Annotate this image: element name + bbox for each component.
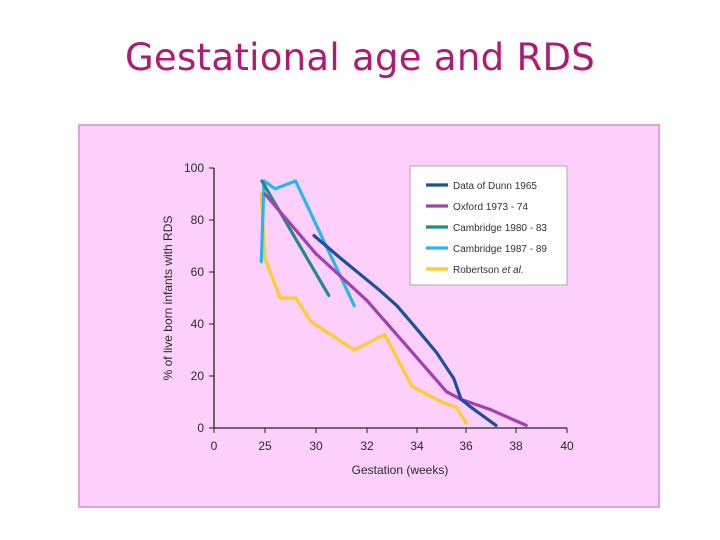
chart-legend: Data of Dunn 1965 Oxford 1973 - 74 Cambrid… bbox=[409, 165, 568, 286]
y-tick-label: 0 bbox=[197, 421, 204, 435]
y-axis-label: % of live born infants with RDS bbox=[161, 216, 175, 381]
legend-label: Cambridge 1980 - 83 bbox=[453, 223, 547, 234]
y-tick-label: 80 bbox=[191, 213, 205, 227]
series-line bbox=[260, 179, 331, 297]
slide-title: Gestational age and RDS bbox=[124, 36, 596, 79]
legend-label-italic: et al. bbox=[502, 265, 524, 276]
x-tick-label: 0 bbox=[211, 439, 218, 453]
x-tick-label: 36 bbox=[459, 439, 473, 453]
x-tick-label: 40 bbox=[560, 439, 574, 453]
series-line bbox=[259, 192, 468, 425]
legend-label-main: Robertson bbox=[453, 265, 502, 276]
y-tick-label: 20 bbox=[191, 369, 205, 383]
legend-label: Data of Dunn 1965 bbox=[453, 181, 537, 192]
chart-axes: 0 20 40 60 80 100 0 25 30 32 34 36 38 40 Gestation (we… bbox=[161, 161, 574, 477]
legend-label: Oxford 1973 - 74 bbox=[453, 202, 528, 213]
x-axis-label: Gestation (weeks) bbox=[352, 463, 449, 477]
y-tick-label: 100 bbox=[184, 161, 204, 175]
y-tick-label: 40 bbox=[191, 317, 205, 331]
rds-line-chart: 0 20 40 60 80 100 0 25 30 32 34 36 38 40 Gestation (we… bbox=[161, 161, 574, 477]
chart-panel: 0 20 40 60 80 100 0 25 30 32 34 36 38 40 Gestation (we… bbox=[78, 124, 660, 508]
legend-label: Cambridge 1987 - 89 bbox=[453, 244, 547, 255]
series-line bbox=[312, 233, 498, 427]
x-tick-label: 38 bbox=[509, 439, 523, 453]
series-line bbox=[263, 192, 528, 427]
y-tick-label: 60 bbox=[191, 265, 205, 279]
series-line bbox=[259, 179, 356, 308]
x-tick-label: 32 bbox=[360, 439, 374, 453]
legend-label: Robertson et al. bbox=[453, 265, 524, 276]
x-tick-label: 25 bbox=[258, 439, 272, 453]
x-tick-label: 34 bbox=[410, 439, 424, 453]
chart-series-layer bbox=[259, 179, 528, 427]
x-tick-label: 30 bbox=[309, 439, 323, 453]
